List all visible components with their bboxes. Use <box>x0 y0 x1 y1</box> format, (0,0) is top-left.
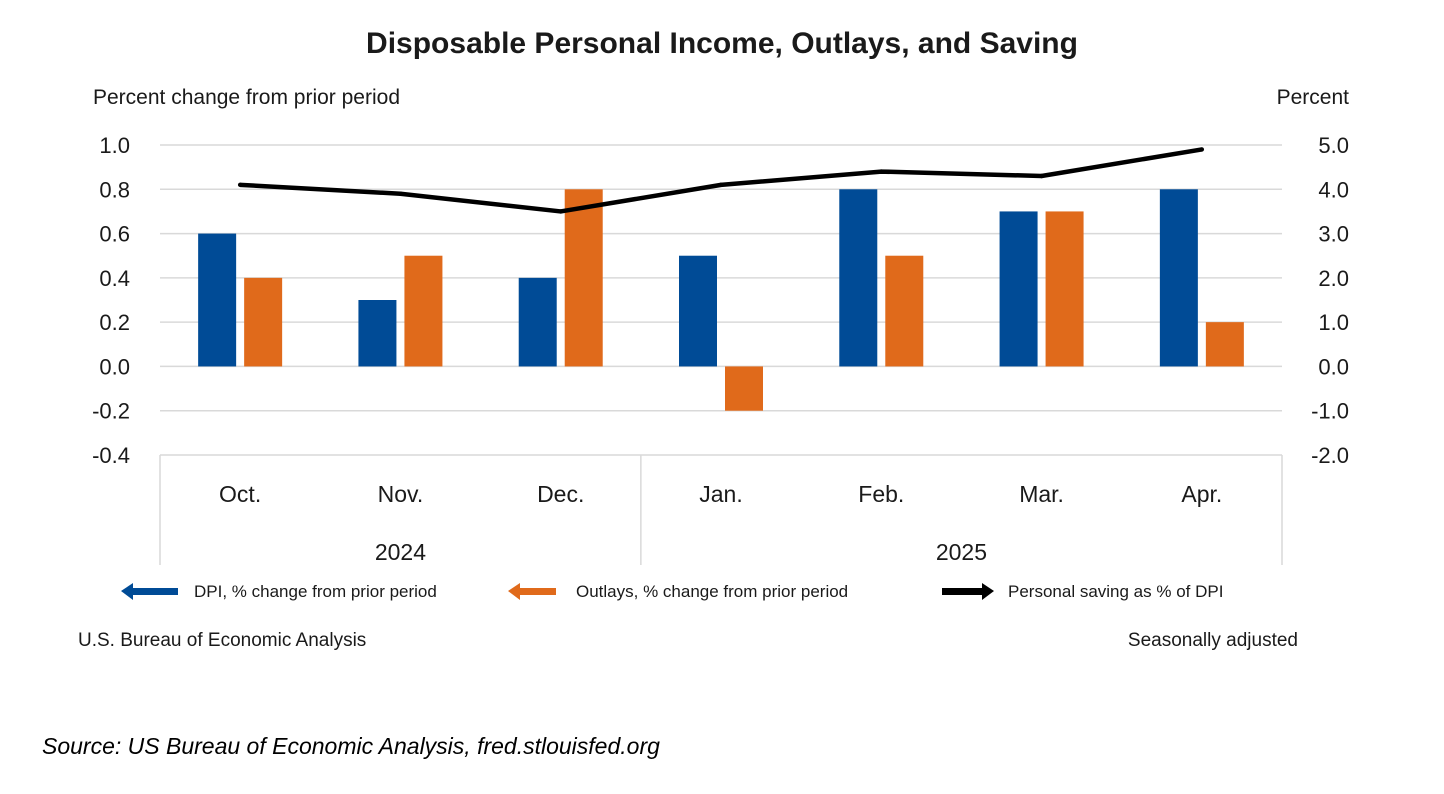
left-tick-label: -0.2 <box>92 399 130 424</box>
saving-rate-point-1 <box>398 191 403 196</box>
bar-dpi-3 <box>679 255 717 367</box>
saving-rate-point-0 <box>237 182 243 188</box>
left-tick-label: 0.2 <box>99 310 130 335</box>
right-tick-label: 0.0 <box>1318 354 1349 379</box>
bar-dpi-2 <box>518 277 557 367</box>
left-tick-label: 0.0 <box>99 354 130 379</box>
saving-rate-point-4 <box>879 169 884 174</box>
legend-label-saving: Personal saving as % of DPI <box>1008 582 1223 601</box>
right-axis-ticks: 5.0 4.0 3.0 2.0 1.0 0.0 -1.0 -2.0 <box>1311 133 1349 468</box>
legend-label-dpi: DPI, % change from prior period <box>194 582 437 601</box>
line-series <box>237 147 1205 214</box>
category-label: Jan. <box>699 481 742 507</box>
category-label: Nov. <box>378 481 424 507</box>
legend-arrow-dpi-icon <box>121 583 178 600</box>
category-axis: 2024 2025 Oct. Nov. Dec. Jan. Feb. Mar. Apr. <box>159 455 1283 565</box>
right-tick-label: 4.0 <box>1318 177 1349 202</box>
bar-outlays-5 <box>1045 211 1084 367</box>
bar-series <box>198 189 1244 411</box>
bar-dpi-0 <box>198 233 237 367</box>
bar-outlays-1 <box>404 255 443 367</box>
bar-outlays-3 <box>725 366 763 411</box>
category-label: Mar. <box>1019 481 1064 507</box>
left-tick-label: 0.6 <box>99 222 130 247</box>
category-label: Apr. <box>1181 481 1222 507</box>
left-tick-label: -0.4 <box>92 443 130 468</box>
legend-arrow-saving-icon <box>942 583 994 600</box>
right-tick-label: 3.0 <box>1318 222 1349 247</box>
right-tick-label: -2.0 <box>1311 443 1349 468</box>
left-tick-label: 0.4 <box>99 266 130 291</box>
legend-item-outlays: Outlays, % change from prior period <box>508 582 848 601</box>
chart-title: Disposable Personal Income, Outlays, and… <box>366 27 1078 60</box>
legend: DPI, % change from prior period Outlays,… <box>121 582 1223 601</box>
bar-dpi-1 <box>358 300 397 367</box>
year-label: 2024 <box>375 539 426 565</box>
bar-outlays-4 <box>885 255 924 367</box>
saving-rate-line <box>240 147 1203 214</box>
right-axis-title: Percent <box>1277 86 1350 109</box>
year-label: 2025 <box>936 539 987 565</box>
left-tick-label: 0.8 <box>99 177 130 202</box>
left-axis-title: Percent change from prior period <box>93 86 400 109</box>
legend-item-dpi: DPI, % change from prior period <box>121 582 437 601</box>
right-tick-label: 1.0 <box>1318 310 1349 335</box>
legend-arrow-outlays-icon <box>508 583 556 600</box>
source-note: Source: US Bureau of Economic Analysis, … <box>42 733 660 759</box>
bar-outlays-2 <box>564 189 603 367</box>
saving-rate-point-5 <box>1039 173 1044 179</box>
bar-dpi-4 <box>839 189 878 367</box>
legend-item-saving: Personal saving as % of DPI <box>942 582 1223 601</box>
footer-right-note: Seasonally adjusted <box>1128 630 1298 651</box>
category-label: Dec. <box>537 481 584 507</box>
category-label: Oct. <box>219 481 261 507</box>
legend-label-outlays: Outlays, % change from prior period <box>576 582 848 601</box>
category-label: Feb. <box>858 481 904 507</box>
right-tick-label: -1.0 <box>1311 399 1349 424</box>
saving-rate-point-3 <box>718 182 724 188</box>
right-tick-label: 2.0 <box>1318 266 1349 291</box>
saving-rate-point-2 <box>558 209 563 214</box>
bar-outlays-0 <box>244 277 283 367</box>
footer-left-note: U.S. Bureau of Economic Analysis <box>78 630 366 651</box>
left-axis-ticks: 1.0 0.8 0.6 0.4 0.2 0.0 -0.2 -0.4 <box>92 133 130 468</box>
saving-rate-point-6 <box>1199 147 1205 152</box>
bar-outlays-6 <box>1205 322 1244 367</box>
bar-dpi-6 <box>1159 189 1198 367</box>
right-tick-label: 5.0 <box>1318 133 1349 158</box>
bar-dpi-5 <box>999 211 1038 367</box>
left-tick-label: 1.0 <box>99 133 130 158</box>
